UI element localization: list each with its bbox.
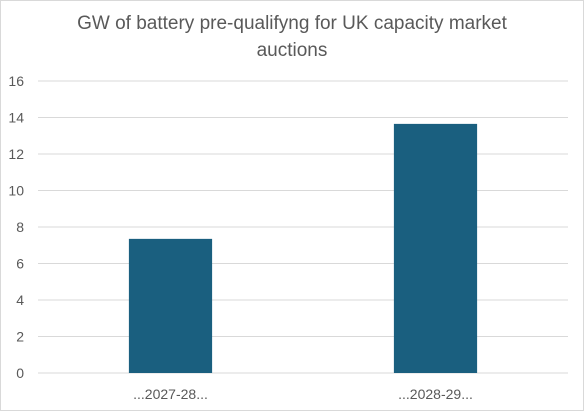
y-tick-label: 2 (16, 329, 24, 345)
chart-title: GW of battery pre-qualifyng for UK capac… (0, 10, 584, 64)
bar (393, 123, 478, 373)
y-tick-label: 8 (16, 219, 24, 235)
y-tick-label: 6 (16, 256, 24, 272)
y-tick-label: 10 (8, 183, 24, 199)
y-tick-label: 12 (8, 146, 24, 162)
chart-title-line-2: auctions (256, 40, 328, 61)
x-category-label: ...2027-28... (133, 386, 208, 402)
y-tick-label: 16 (8, 73, 24, 89)
bar (128, 238, 213, 373)
y-tick-label: 4 (16, 292, 24, 308)
y-tick-label: 0 (16, 365, 24, 381)
y-tick-label: 14 (8, 110, 24, 126)
x-category-label: ...2028-29... (398, 386, 473, 402)
chart-title-line-1: GW of battery pre-qualifyng for UK capac… (77, 13, 507, 34)
